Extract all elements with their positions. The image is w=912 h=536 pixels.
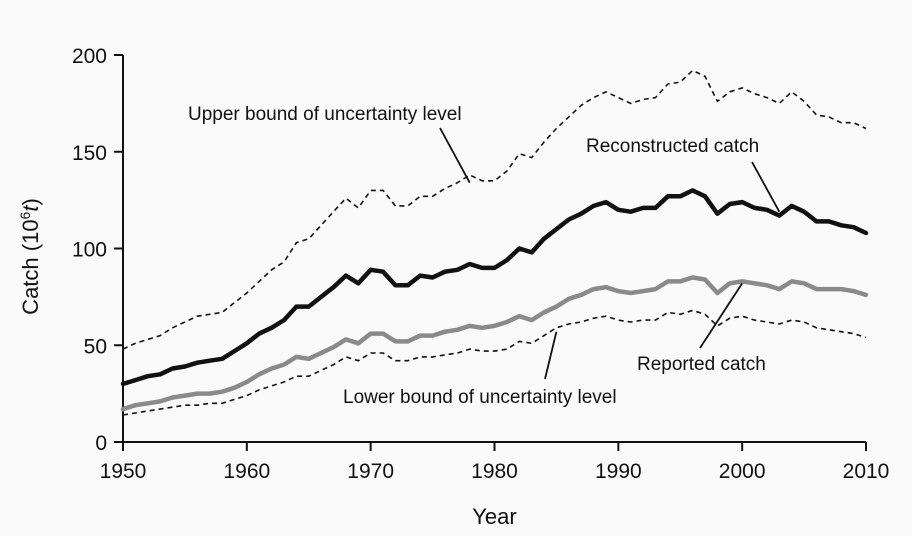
series-lower-line xyxy=(122,309,867,416)
y-axis-title-close: ) xyxy=(18,198,43,205)
y-tick-label: 150 xyxy=(72,142,107,165)
series-upper-line xyxy=(122,69,867,350)
annotation-lower-leader xyxy=(544,331,558,380)
annotation-reconstructed-leader xyxy=(751,161,781,213)
annotation-reported-label: Reported catch xyxy=(637,354,766,375)
y-axis-title-main: Catch (10 xyxy=(18,219,43,314)
x-tick-label: 1970 xyxy=(347,460,394,483)
y-axis-title-unit: t xyxy=(18,205,43,212)
x-tick-label: 1950 xyxy=(100,460,147,483)
annotation-upper-label: Upper bound of uncertainty level xyxy=(188,104,462,125)
x-tick-label: 1960 xyxy=(223,460,270,483)
series-layer xyxy=(120,69,869,416)
y-tick-label: 50 xyxy=(84,335,107,358)
series-reported-line xyxy=(120,275,869,412)
axes: 0 50 100 150 200 1950 1960 1970 1980 1990 2000 201… xyxy=(72,45,889,483)
annotation-upper-leader xyxy=(439,127,471,184)
annotation-reconstructed-label: Reconstructed catch xyxy=(586,136,759,157)
x-tick-label: 1990 xyxy=(595,460,642,483)
annotation-reported-leader xyxy=(699,282,743,349)
y-tick-label: 100 xyxy=(72,239,107,262)
x-tick-label: 2000 xyxy=(719,460,766,483)
x-axis-title: Year xyxy=(472,504,516,529)
y-ticks: 0 50 100 150 200 xyxy=(72,45,123,455)
y-tick-label: 200 xyxy=(72,45,107,68)
y-axis-title-exponent: 6 xyxy=(17,211,33,219)
x-tick-label: 1980 xyxy=(471,460,518,483)
y-axis-title: Catch (106t) xyxy=(17,198,43,315)
annotations-layer: Upper bound of uncertainty level Reconstr… xyxy=(188,104,781,408)
x-ticks: 1950 1960 1970 1980 1990 2000 2010 xyxy=(100,442,890,483)
series-reconstructed-line xyxy=(120,188,869,387)
x-tick-label: 2010 xyxy=(843,460,890,483)
y-tick-label: 0 xyxy=(95,432,107,455)
annotation-lower-label: Lower bound of uncertainty level xyxy=(343,387,617,408)
